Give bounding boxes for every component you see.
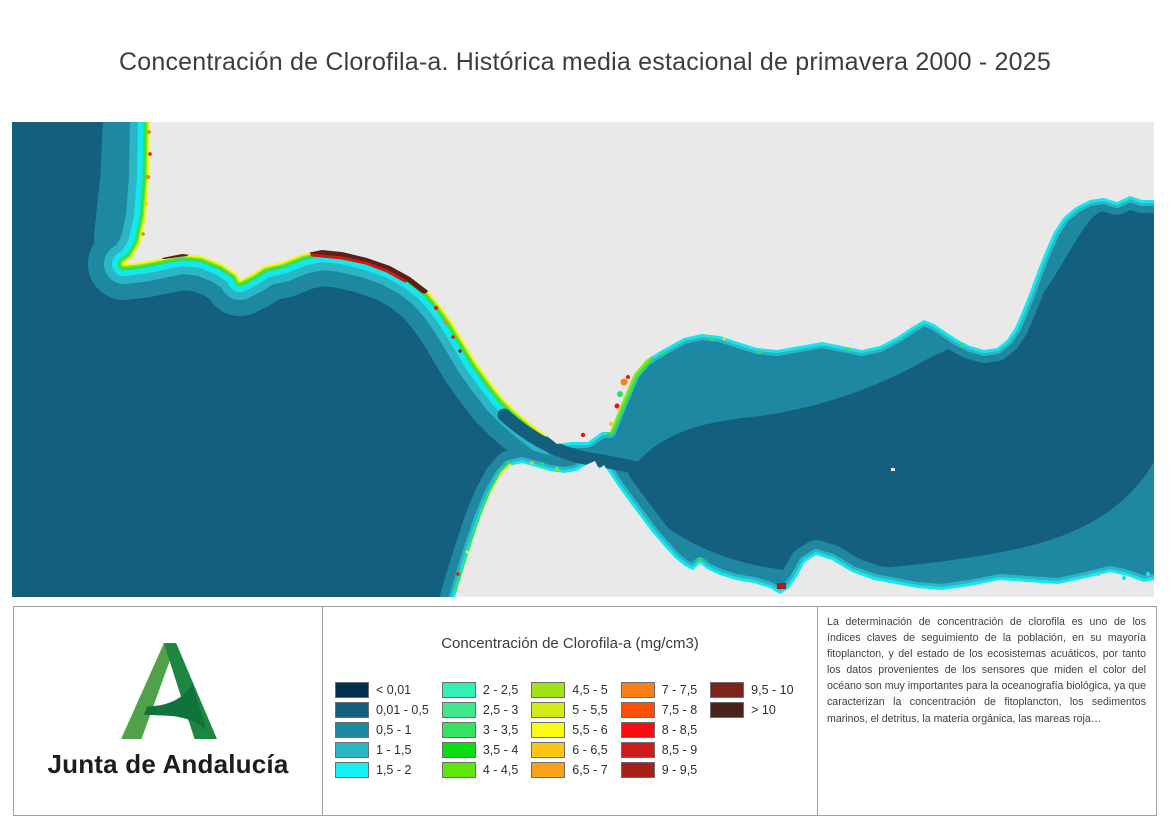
sea-alboran-gyre <box>627 206 1154 572</box>
legend-swatch <box>335 682 369 698</box>
legend-column: 9,5 - 10 > 10 <box>710 682 794 778</box>
legend-title: Concentración de Clorofila-a (mg/cm3) <box>441 635 699 652</box>
strait-deep-channel <box>497 408 667 481</box>
legend-label: 1 - 1,5 <box>376 743 412 757</box>
legend-swatch <box>441 722 476 738</box>
legend-swatch <box>620 762 655 778</box>
iberia-land <box>124 122 1154 444</box>
legend-swatch <box>531 702 566 718</box>
legend-item: 2 - 2,5 <box>441 682 519 698</box>
legend-item: 1 - 1,5 <box>335 742 429 758</box>
legend-swatch <box>710 702 745 718</box>
legend-label: > 10 <box>751 703 776 717</box>
legend-swatch <box>531 742 566 758</box>
alboran-island <box>891 468 895 471</box>
legend-swatch <box>335 722 369 738</box>
logo-panel: Junta de Andalucía <box>13 606 323 816</box>
legend-label: 0,01 - 0,5 <box>376 703 429 717</box>
legend-label: 2,5 - 3 <box>482 703 519 717</box>
legend-item: > 10 <box>710 702 793 718</box>
legend-label: 7,5 - 8 <box>661 703 698 717</box>
logo-label: Junta de Andalucía <box>47 749 289 779</box>
legend-label: 6,5 - 7 <box>572 763 608 777</box>
legend-item: 3,5 - 4 <box>441 742 519 758</box>
legend-item: < 0,01 <box>335 682 429 698</box>
legend-panel: Concentración de Clorofila-a (mg/cm3) < … <box>322 606 818 816</box>
legend-item: 8,5 - 9 <box>620 742 698 758</box>
map-graphic <box>12 122 1154 597</box>
legend-label: 9 - 9,5 <box>661 763 698 777</box>
legend-swatch <box>620 742 655 758</box>
legend-swatch <box>531 722 566 738</box>
legend-label: 5 - 5,5 <box>572 703 608 717</box>
legend-swatch <box>441 682 476 698</box>
legend-swatch <box>335 742 369 758</box>
legend-swatch <box>620 722 655 738</box>
legend-swatch <box>531 682 566 698</box>
legend-column: 7 - 7,5 7,5 - 8 8 - 8,5 8,5 - 9 9 - 9,5 <box>620 682 698 778</box>
legend-label: 2 - 2,5 <box>482 683 519 697</box>
legend-label: 5,5 - 6 <box>572 723 608 737</box>
legend-swatch <box>620 682 655 698</box>
legend-label: 1,5 - 2 <box>376 763 412 777</box>
legend-label: < 0,01 <box>376 683 412 697</box>
legend-swatch <box>441 742 476 758</box>
legend-grid: < 0,01 0,01 - 0,5 0,5 - 1 1 - 1,5 1,5 - 2 2 -… <box>335 682 817 778</box>
legend-item: 4,5 - 5 <box>531 682 608 698</box>
legend-label: 9,5 - 10 <box>751 683 794 697</box>
legend-item: 1,5 - 2 <box>335 762 429 778</box>
legend-label: 8 - 8,5 <box>661 723 698 737</box>
legend-label: 8,5 - 9 <box>661 743 698 757</box>
legend-item: 7,5 - 8 <box>620 702 698 718</box>
legend-item: 6 - 6,5 <box>531 742 608 758</box>
legend-label: 4,5 - 5 <box>572 683 608 697</box>
legend-swatch <box>710 682 745 698</box>
legend-item: 2,5 - 3 <box>441 702 519 718</box>
description-text: La determinación de concentración de clo… <box>827 616 1146 725</box>
legend-swatch <box>531 762 566 778</box>
legend-swatch <box>335 702 369 718</box>
legend-label: 4 - 4,5 <box>482 763 519 777</box>
legend-label: 0,5 - 1 <box>376 723 412 737</box>
hotspot-specks <box>141 130 1150 589</box>
legend-item: 3 - 3,5 <box>441 722 519 738</box>
legend-item: 6,5 - 7 <box>531 762 608 778</box>
legend-item: 9,5 - 10 <box>710 682 794 698</box>
legend-label: 6 - 6,5 <box>572 743 608 757</box>
chlorophyll-map <box>12 122 1154 597</box>
legend-item: 4 - 4,5 <box>441 762 519 778</box>
legend-column: 2 - 2,5 2,5 - 3 3 - 3,5 3,5 - 4 4 - 4,5 <box>441 682 519 778</box>
legend-item: 8 - 8,5 <box>620 722 698 738</box>
footer: Junta de Andalucía Concentración de Clor… <box>13 606 1157 816</box>
legend-swatch <box>441 762 476 778</box>
legend-swatch <box>335 762 369 778</box>
legend-item: 9 - 9,5 <box>620 762 698 778</box>
legend-item: 5 - 5,5 <box>531 702 608 718</box>
legend-item: 0,5 - 1 <box>335 722 429 738</box>
legend-item: 0,01 - 0,5 <box>335 702 429 718</box>
morocco-land <box>455 461 1154 597</box>
legend-item: 7 - 7,5 <box>620 682 698 698</box>
legend-label: 3 - 3,5 <box>482 723 519 737</box>
description-panel: La determinación de concentración de clo… <box>817 606 1157 816</box>
legend-swatch <box>620 702 655 718</box>
legend-label: 7 - 7,5 <box>661 683 698 697</box>
legend-column: 4,5 - 5 5 - 5,5 5,5 - 6 6 - 6,5 6,5 - 7 <box>531 682 608 778</box>
legend-label: 3,5 - 4 <box>482 743 519 757</box>
legend-item: 5,5 - 6 <box>531 722 608 738</box>
legend-column: < 0,01 0,01 - 0,5 0,5 - 1 1 - 1,5 1,5 - 2 <box>335 682 429 778</box>
legend-swatch <box>441 702 476 718</box>
page-title: Concentración de Clorofila-a. Histórica … <box>119 48 1051 76</box>
junta-andalucia-logo-icon <box>121 643 217 739</box>
